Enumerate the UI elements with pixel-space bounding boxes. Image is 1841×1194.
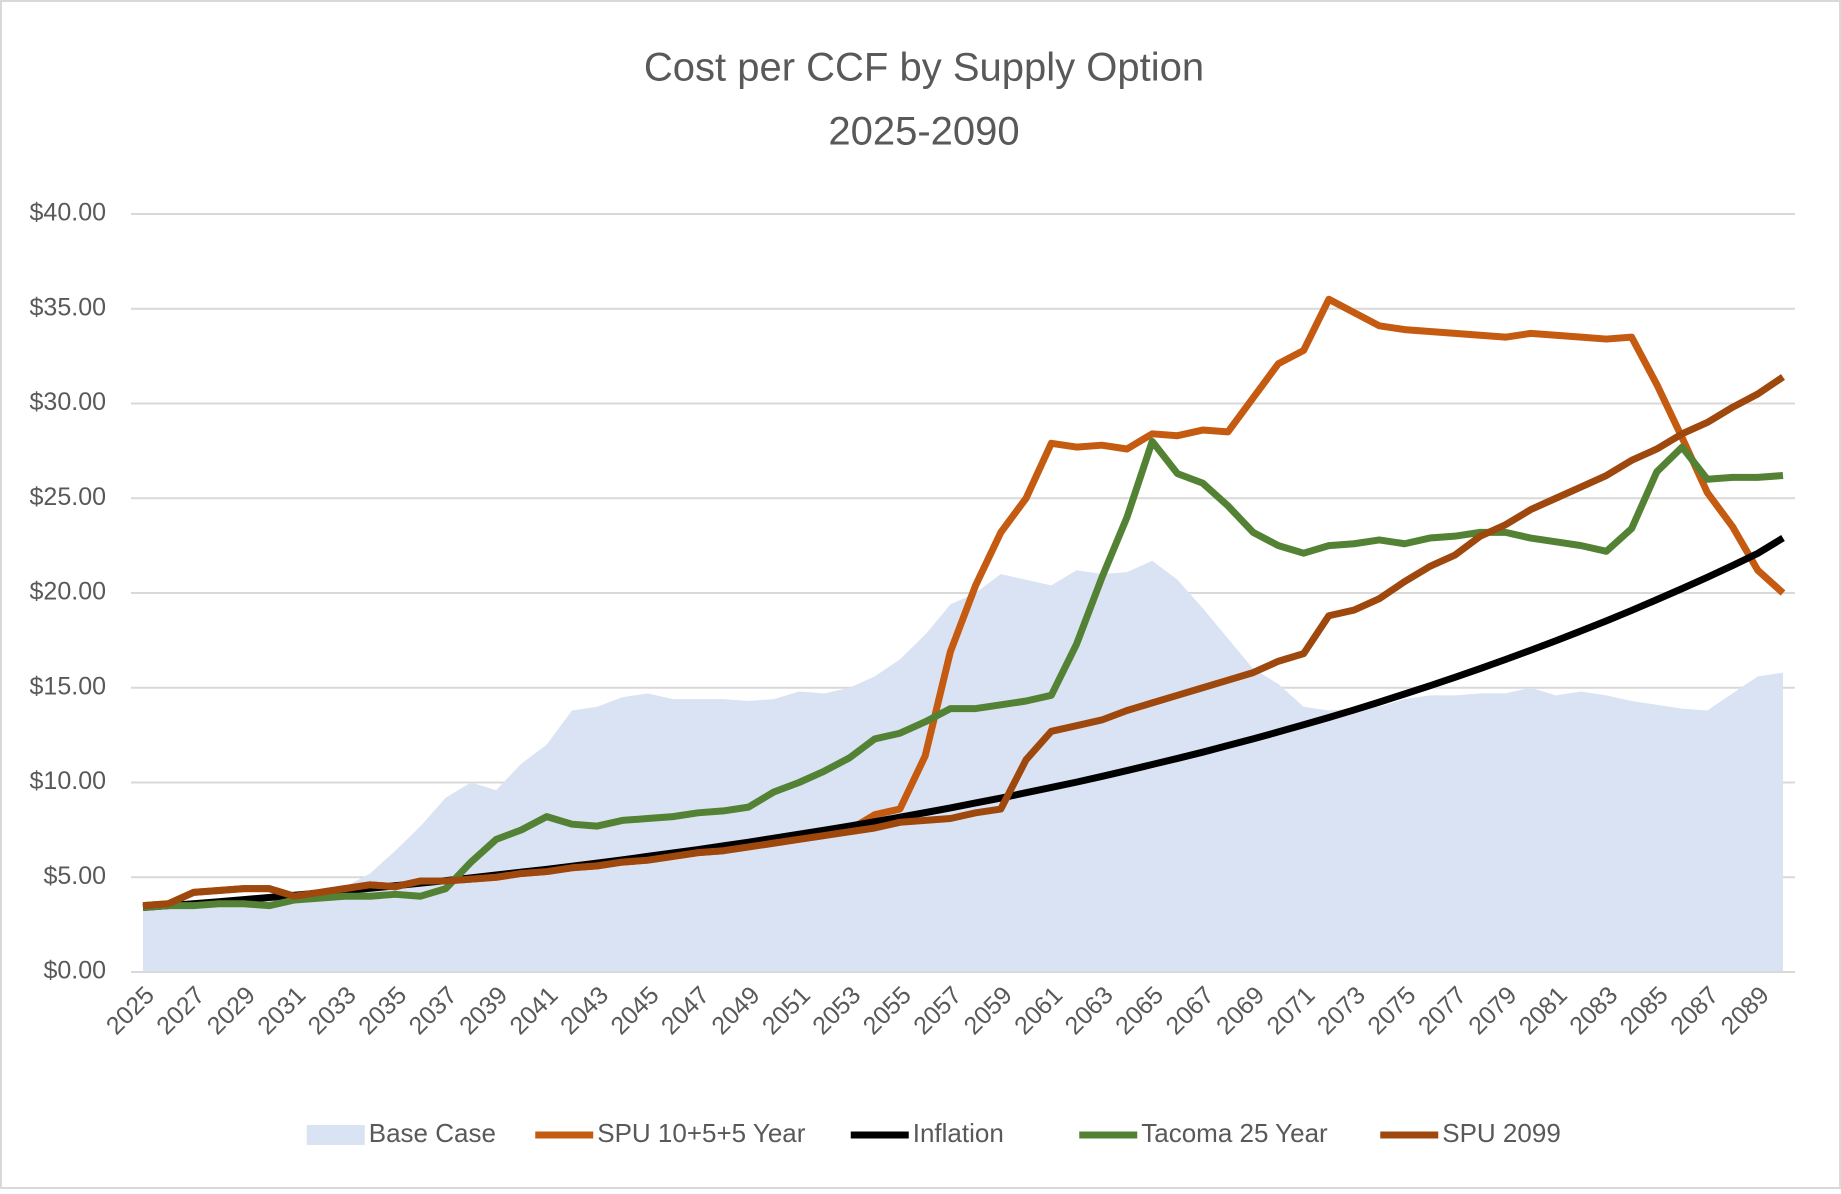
- y-tick-label: $35.00: [30, 293, 106, 321]
- y-tick-label: $10.00: [30, 767, 106, 795]
- legend-label: Base Case: [369, 1118, 496, 1148]
- y-tick-label: $25.00: [30, 483, 106, 511]
- y-tick-label: $40.00: [30, 199, 106, 227]
- y-tick-label: $20.00: [30, 578, 106, 606]
- legend-label: SPU 2099: [1442, 1118, 1561, 1148]
- legend-swatch: [306, 1125, 365, 1145]
- line: [142, 374, 1785, 910]
- y-tick-label: $5.00: [43, 862, 106, 890]
- legend: Base Case SPU 10+5+5 Year Inflation Tacoma …: [306, 1118, 1561, 1148]
- y-tick-label: $15.00: [30, 672, 106, 700]
- y-tick-label: $30.00: [30, 388, 106, 416]
- chart-title: Cost per CCF by Supply Option: [644, 46, 1204, 90]
- legend-label: Inflation: [913, 1118, 1004, 1148]
- y-tick-label: $0.00: [43, 957, 106, 985]
- legend-label: SPU 10+5+5 Year: [597, 1118, 806, 1148]
- chart-subtitle: 2025-2090: [828, 110, 1019, 154]
- legend-label: Tacoma 25 Year: [1141, 1118, 1328, 1148]
- line: [142, 437, 1784, 912]
